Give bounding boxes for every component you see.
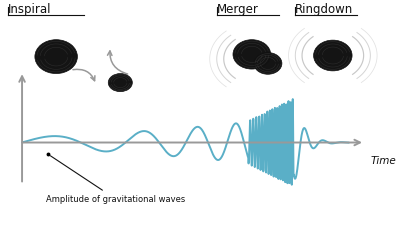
Ellipse shape <box>316 43 349 69</box>
Ellipse shape <box>116 80 124 86</box>
Ellipse shape <box>265 62 270 66</box>
Text: Amplitude of gravitational waves: Amplitude of gravitational waves <box>46 156 185 204</box>
Text: Merger: Merger <box>217 3 258 16</box>
Ellipse shape <box>261 59 275 70</box>
Ellipse shape <box>314 41 352 72</box>
Ellipse shape <box>51 53 61 62</box>
Ellipse shape <box>241 47 263 63</box>
Ellipse shape <box>247 51 257 59</box>
Ellipse shape <box>112 77 128 89</box>
Ellipse shape <box>322 47 344 65</box>
Ellipse shape <box>48 51 64 64</box>
Ellipse shape <box>254 53 282 75</box>
Ellipse shape <box>236 43 268 68</box>
Ellipse shape <box>256 55 279 73</box>
Ellipse shape <box>38 43 75 72</box>
Ellipse shape <box>53 55 59 59</box>
Ellipse shape <box>330 54 336 58</box>
Ellipse shape <box>46 49 67 66</box>
Ellipse shape <box>327 52 338 61</box>
Text: Time: Time <box>371 155 397 165</box>
Ellipse shape <box>118 82 122 85</box>
Text: Inspiral: Inspiral <box>8 3 51 16</box>
Ellipse shape <box>238 45 265 65</box>
Ellipse shape <box>244 49 260 61</box>
Ellipse shape <box>35 40 77 74</box>
Ellipse shape <box>249 53 255 57</box>
Ellipse shape <box>108 74 132 92</box>
Ellipse shape <box>259 57 277 71</box>
Text: Ringdown: Ringdown <box>295 3 353 16</box>
Ellipse shape <box>233 40 271 70</box>
Ellipse shape <box>263 61 273 68</box>
Ellipse shape <box>40 45 72 70</box>
Ellipse shape <box>324 50 341 63</box>
Ellipse shape <box>319 45 346 67</box>
Ellipse shape <box>43 47 69 68</box>
Ellipse shape <box>114 79 126 88</box>
Ellipse shape <box>110 76 130 91</box>
